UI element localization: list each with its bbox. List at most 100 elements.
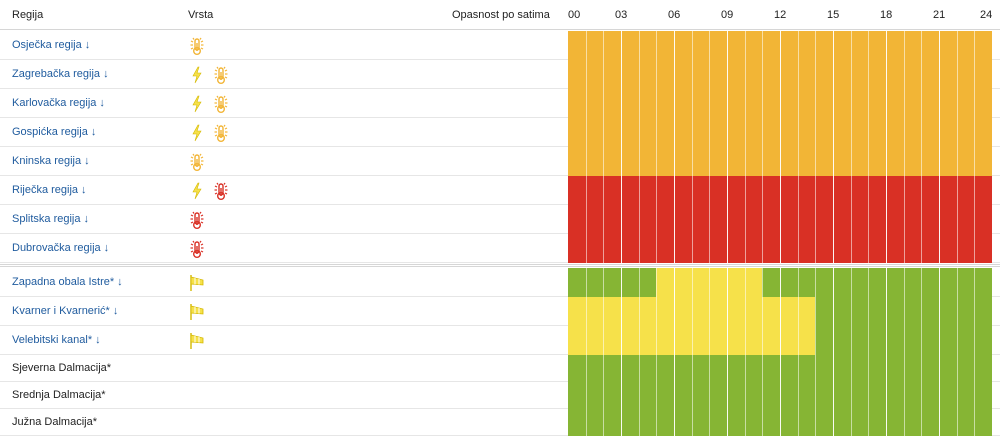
hour-cell-orange bbox=[762, 147, 781, 176]
hour-gridline bbox=[603, 297, 605, 326]
arrow-down-icon: ↓ bbox=[81, 183, 87, 196]
region-name[interactable]: Zapadna obala Istre* ↓ bbox=[12, 276, 123, 288]
hour-gridline bbox=[939, 382, 940, 409]
hour-gridline bbox=[656, 355, 658, 382]
hour-gridline bbox=[833, 176, 834, 205]
hour-cell-red bbox=[956, 234, 975, 263]
hour-gridline bbox=[638, 326, 640, 355]
hour-cell-orange bbox=[674, 118, 693, 147]
hour-cell-green bbox=[815, 326, 834, 355]
hour-cell-orange bbox=[833, 60, 852, 89]
hour-gridline bbox=[585, 89, 587, 118]
hour-cell-red bbox=[921, 176, 940, 205]
hour-gridline bbox=[780, 176, 781, 205]
region-name[interactable]: Kvarner i Kvarnerić* ↓ bbox=[12, 305, 118, 317]
hour-cell-green bbox=[656, 355, 675, 382]
hour-gridline bbox=[974, 355, 976, 382]
hour-gridline bbox=[603, 147, 605, 176]
hour-cell-green bbox=[850, 409, 869, 436]
hour-gridline bbox=[815, 268, 817, 297]
hour-cell-red bbox=[744, 205, 763, 234]
hour-cell-green bbox=[974, 355, 993, 382]
hour-gridline bbox=[621, 382, 622, 409]
hour-gridline bbox=[744, 118, 746, 147]
hour-gridline bbox=[744, 60, 746, 89]
hour-cell-red bbox=[727, 234, 746, 263]
hour-cell-orange bbox=[974, 118, 993, 147]
hour-gridline bbox=[921, 31, 923, 60]
region-name-label: Karlovačka regija bbox=[12, 96, 97, 109]
hour-gridline bbox=[939, 409, 940, 436]
hour-gridline bbox=[939, 118, 940, 147]
region-name-label: Velebitski kanal* bbox=[12, 333, 93, 346]
region-name[interactable]: Osječka regija ↓ bbox=[12, 39, 90, 51]
hour-cell-orange bbox=[956, 147, 975, 176]
hour-cell-green bbox=[727, 382, 746, 409]
table-row: Sjeverna Dalmacija* bbox=[0, 355, 1000, 382]
region-name[interactable]: Zagrebačka regija ↓ bbox=[12, 68, 109, 80]
hour-gridline bbox=[797, 147, 799, 176]
hour-gridline bbox=[815, 60, 817, 89]
region-name[interactable]: Velebitski kanal* ↓ bbox=[12, 334, 101, 346]
hour-gridline bbox=[727, 234, 728, 263]
hour-gridline bbox=[727, 89, 728, 118]
hourly-danger-bar bbox=[568, 268, 993, 297]
hour-gridline bbox=[762, 355, 764, 382]
hour-cell-orange bbox=[815, 118, 834, 147]
hour-cell-green bbox=[886, 382, 905, 409]
hour-cell-orange bbox=[780, 60, 799, 89]
region-name[interactable]: Dubrovačka regija ↓ bbox=[12, 242, 109, 254]
hour-gridline bbox=[780, 382, 781, 409]
hour-gridline bbox=[691, 326, 693, 355]
region-name: Srednja Dalmacija* bbox=[12, 389, 106, 401]
hour-cell-green bbox=[833, 355, 852, 382]
hour-cell-red bbox=[833, 205, 852, 234]
hour-cell-green bbox=[691, 409, 710, 436]
hour-gridline bbox=[815, 409, 817, 436]
hour-cell-green bbox=[568, 355, 587, 382]
hour-cell-yellow bbox=[744, 326, 763, 355]
hour-gridline bbox=[709, 31, 711, 60]
hour-gridline bbox=[974, 147, 976, 176]
region-name[interactable]: Kninska regija ↓ bbox=[12, 155, 90, 167]
hour-gridline bbox=[621, 268, 622, 297]
hour-gridline bbox=[727, 118, 728, 147]
hour-gridline bbox=[762, 205, 764, 234]
hour-gridline bbox=[850, 147, 852, 176]
hour-gridline bbox=[815, 234, 817, 263]
hour-cell-green bbox=[886, 297, 905, 326]
hour-cell-orange bbox=[903, 31, 922, 60]
hour-gridline bbox=[674, 234, 675, 263]
region-name[interactable]: Gospićka regija ↓ bbox=[12, 126, 96, 138]
hour-gridline bbox=[727, 297, 728, 326]
table-row: Riječka regija ↓ bbox=[0, 176, 1000, 205]
hour-cell-orange bbox=[585, 118, 604, 147]
hour-gridline bbox=[921, 409, 923, 436]
region-name[interactable]: Splitska regija ↓ bbox=[12, 213, 89, 225]
hour-gridline bbox=[691, 89, 693, 118]
hour-cell-red bbox=[638, 234, 657, 263]
hour-cell-green bbox=[797, 382, 816, 409]
hour-cell-orange bbox=[921, 89, 940, 118]
hour-cell-orange bbox=[956, 31, 975, 60]
hour-gridline bbox=[674, 89, 675, 118]
hour-gridline bbox=[939, 268, 940, 297]
hour-cell-red bbox=[621, 234, 640, 263]
hour-gridline bbox=[833, 297, 834, 326]
hour-gridline bbox=[815, 176, 817, 205]
hour-cell-orange bbox=[727, 89, 746, 118]
hour-cell-green bbox=[921, 326, 940, 355]
hour-gridline bbox=[780, 31, 781, 60]
hour-gridline bbox=[939, 205, 940, 234]
hour-cell-green bbox=[727, 355, 746, 382]
hour-gridline bbox=[939, 31, 940, 60]
hour-cell-green bbox=[974, 326, 993, 355]
hour-gridline bbox=[691, 118, 693, 147]
hour-gridline bbox=[974, 31, 976, 60]
region-name[interactable]: Karlovačka regija ↓ bbox=[12, 97, 105, 109]
hour-cell-orange bbox=[886, 147, 905, 176]
hour-cell-red bbox=[568, 205, 587, 234]
hour-gridline bbox=[621, 409, 622, 436]
hour-gridline bbox=[674, 60, 675, 89]
region-name[interactable]: Riječka regija ↓ bbox=[12, 184, 87, 196]
